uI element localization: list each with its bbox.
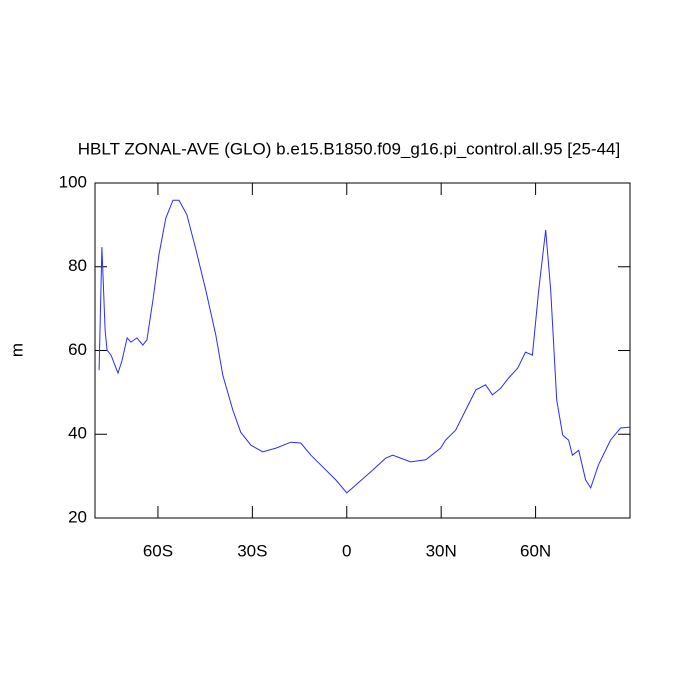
x-tick-label: 30N xyxy=(426,541,457,560)
y-tick-label: 80 xyxy=(68,256,87,275)
x-tick-label: 30S xyxy=(237,541,267,560)
x-tick-label: 0 xyxy=(342,541,351,560)
chart-title: HBLT ZONAL-AVE (GLO) b.e15.B1850.f09_g16… xyxy=(78,139,620,158)
y-tick-label: 100 xyxy=(59,172,87,191)
y-axis-label: m xyxy=(7,343,26,357)
data-line xyxy=(98,199,631,494)
y-tick-label: 20 xyxy=(68,507,87,526)
y-tick-label: 60 xyxy=(68,340,87,359)
x-tick-label: 60S xyxy=(143,541,173,560)
x-tick-label: 60N xyxy=(520,541,551,560)
y-tick-label: 40 xyxy=(68,424,87,443)
